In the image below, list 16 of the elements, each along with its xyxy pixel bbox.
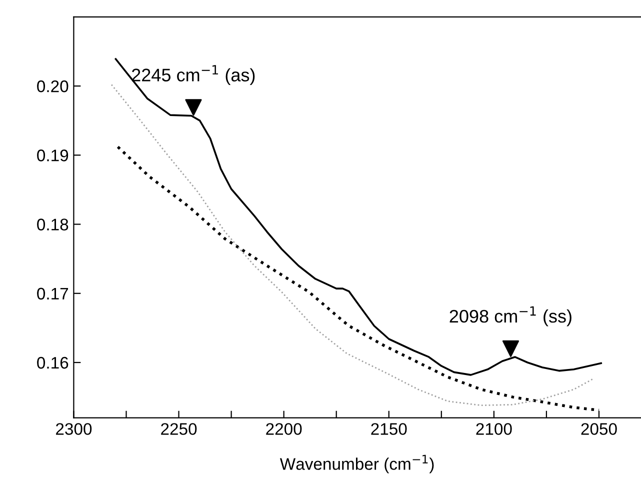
annotation: 2098 cm$^{−1}$ (ss) [450,306,572,326]
x-tick-label: 2300 [56,423,92,435]
y-tick-label: 0.19 [37,150,68,162]
line-series [114,58,602,376]
x-axis-title: Wavenumber (cm$^{−1}$) [280,454,434,474]
y-tick-label: 0.18 [37,218,68,230]
y-tick-label: 0.20 [37,80,68,92]
x-tick-label: 2250 [161,423,197,435]
x-tick-label: 2100 [476,423,512,435]
x-tick-label: 2150 [371,423,407,435]
x-tick-label: 2200 [266,423,302,435]
annotation: 2245 cm$^{−1}$ (as) [132,65,255,86]
line-series [110,84,594,406]
y-tick-label: 0.17 [37,288,68,300]
y-tick-label: 0.16 [37,356,68,369]
x-tick-label: 2050 [581,423,617,435]
